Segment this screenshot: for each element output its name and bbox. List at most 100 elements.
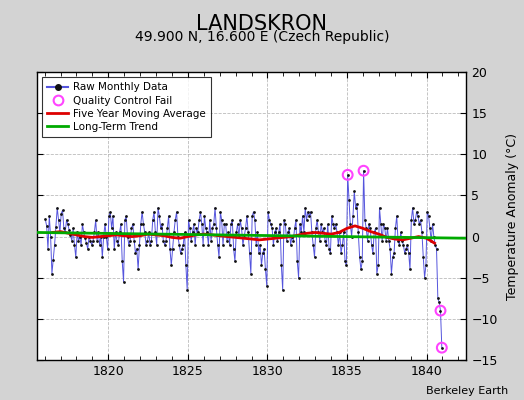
- Point: [392, 213, 401, 219]
- Point: [430, 233, 438, 240]
- Point: [52, 224, 60, 230]
- Point: [329, 221, 337, 228]
- Point: [220, 221, 228, 228]
- Point: [313, 217, 321, 223]
- Point: [438, 344, 446, 351]
- Point: [256, 242, 264, 248]
- Point: [422, 262, 430, 268]
- Point: [434, 295, 442, 302]
- Point: [428, 221, 436, 228]
- Point: [135, 242, 144, 248]
- Point: [140, 229, 149, 236]
- Point: [397, 229, 405, 236]
- Point: [85, 233, 93, 240]
- Point: [222, 221, 230, 228]
- Point: [305, 213, 313, 219]
- Point: [196, 209, 205, 215]
- Point: [427, 238, 435, 244]
- Point: [166, 246, 174, 252]
- Text: 49.900 N, 16.600 E (Czech Republic): 49.900 N, 16.600 E (Czech Republic): [135, 30, 389, 44]
- Point: [407, 217, 416, 223]
- Point: [95, 242, 104, 248]
- Point: [132, 250, 140, 256]
- Point: [342, 262, 351, 268]
- Point: [170, 229, 178, 236]
- Point: [67, 232, 75, 238]
- Point: [298, 213, 307, 219]
- Point: [236, 217, 244, 223]
- Point: [56, 229, 64, 236]
- Point: [247, 270, 255, 277]
- Point: [301, 204, 309, 211]
- Point: [280, 217, 288, 223]
- Point: [163, 225, 171, 232]
- Point: [365, 221, 373, 228]
- Point: [278, 287, 287, 293]
- Point: [352, 204, 360, 211]
- Point: [314, 229, 323, 236]
- Point: [312, 225, 320, 232]
- Point: [98, 254, 106, 260]
- Point: [353, 200, 361, 207]
- Point: [355, 254, 364, 260]
- Point: [110, 246, 118, 252]
- Point: [438, 344, 446, 351]
- Point: [318, 229, 326, 236]
- Point: [297, 229, 305, 236]
- Point: [185, 225, 194, 232]
- Point: [359, 168, 368, 174]
- Point: [288, 233, 296, 240]
- Point: [115, 229, 124, 236]
- Point: [92, 217, 100, 223]
- Point: [182, 262, 190, 268]
- Point: [148, 217, 157, 223]
- Point: [230, 246, 238, 252]
- Point: [44, 246, 52, 252]
- Point: [294, 274, 303, 281]
- Point: [375, 204, 384, 211]
- Point: [412, 209, 421, 215]
- Point: [276, 221, 284, 228]
- Point: [419, 254, 428, 260]
- Point: [126, 238, 134, 244]
- Point: [335, 229, 344, 236]
- Point: [88, 242, 96, 248]
- Point: [50, 242, 59, 248]
- Point: [213, 242, 222, 248]
- Point: [409, 204, 417, 211]
- Point: [61, 229, 69, 236]
- Point: [267, 221, 275, 228]
- Point: [162, 238, 170, 244]
- Point: [338, 242, 346, 248]
- Point: [436, 308, 445, 314]
- Point: [41, 216, 49, 222]
- Point: [75, 233, 84, 240]
- Point: [268, 225, 276, 232]
- Point: [58, 207, 67, 214]
- Point: [42, 223, 51, 229]
- Point: [183, 287, 191, 293]
- Point: [177, 250, 185, 256]
- Point: [307, 209, 315, 215]
- Point: [265, 217, 274, 223]
- Point: [216, 209, 225, 215]
- Point: [282, 238, 291, 244]
- Point: [137, 221, 145, 228]
- Point: [403, 242, 411, 248]
- Point: [159, 238, 168, 244]
- Point: [264, 209, 272, 215]
- Point: [343, 172, 352, 178]
- Point: [89, 238, 97, 244]
- Point: [257, 262, 266, 268]
- Point: [332, 221, 340, 228]
- Point: [62, 217, 71, 223]
- Point: [171, 217, 179, 223]
- Point: [277, 262, 286, 268]
- Point: [260, 246, 268, 252]
- Point: [82, 240, 91, 246]
- Point: [361, 217, 369, 223]
- Point: [227, 221, 235, 228]
- Point: [184, 217, 193, 223]
- Point: [83, 246, 92, 252]
- Point: [154, 204, 162, 211]
